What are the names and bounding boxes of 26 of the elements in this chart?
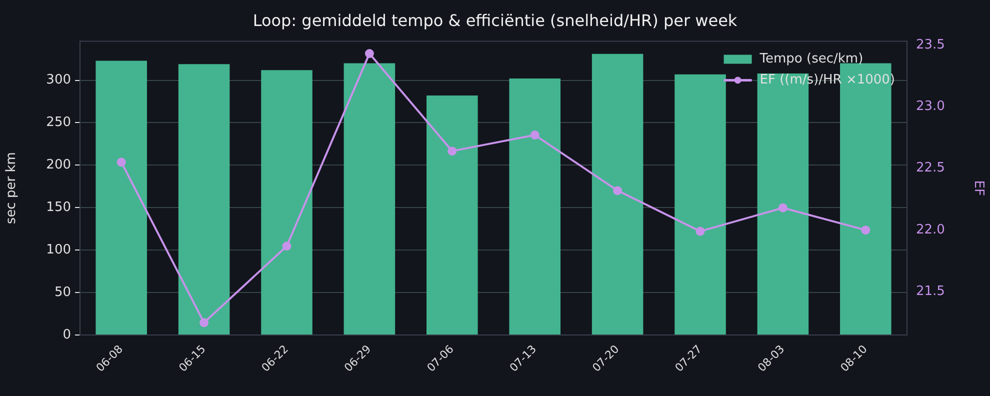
y2-tick-label: 22.0 [916, 222, 945, 238]
y-tick-label: 100 [46, 242, 71, 258]
point [448, 146, 457, 156]
point [861, 226, 870, 235]
y2-tick-label: 21.5 [916, 284, 945, 300]
y2-tick-label: 23.5 [916, 37, 945, 52]
y-tick-label: 150 [46, 200, 71, 216]
legend-label: Tempo (sec/km) [758, 52, 864, 67]
chart-title: Loop: gemiddeld tempo & efficiëntie (snelheid/HR) per week [252, 10, 738, 30]
point [364, 49, 374, 58]
point [778, 203, 788, 212]
point [282, 242, 292, 251]
y-tick-label: 50 [54, 284, 71, 300]
point [200, 318, 209, 328]
point [116, 158, 126, 167]
y-tick-label: 300 [46, 72, 71, 88]
y2-tick-label: 22.5 [916, 160, 945, 176]
y-tick-label: 200 [46, 158, 71, 173]
point [696, 226, 705, 236]
point [530, 130, 540, 140]
y2-tick-label: 23.0 [916, 99, 945, 114]
y-tick-label: 250 [46, 115, 71, 130]
y-tick-label: 0 [62, 327, 71, 342]
y2-axis-title: EF [970, 180, 986, 196]
y-axis-title: sec per km [4, 152, 20, 224]
point [613, 186, 622, 196]
